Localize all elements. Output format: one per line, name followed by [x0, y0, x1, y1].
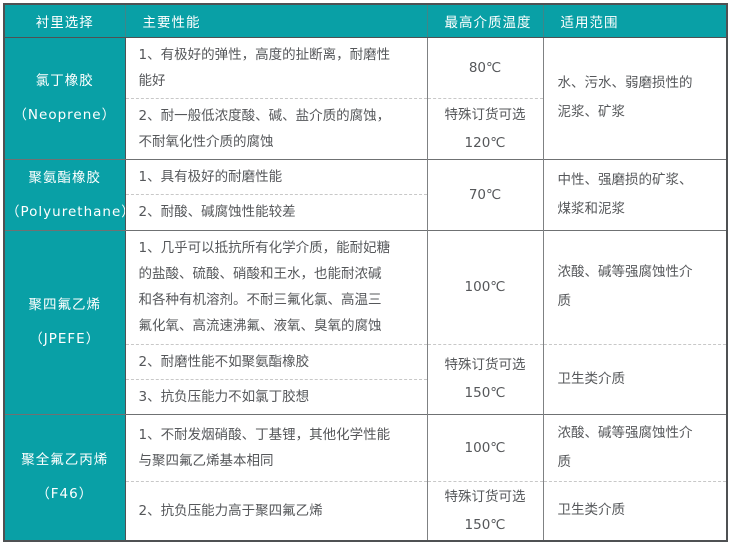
performance-cell: 2、耐酸、碱腐蚀性能较差 [124, 194, 428, 230]
lining-cell-polyurethane: 聚氨酯橡胶 （Polyurethane） [3, 158, 126, 231]
table-row: 2、耐一般低浓度酸、碱、盐介质的腐蚀， 不耐氧化性介质的腐蚀 特殊订货可选 12… [4, 98, 727, 159]
temperature-cell: 特殊订货可选 120℃ [426, 98, 544, 159]
lining-cell-f46: 聚全氟乙丙烯 （F46） [3, 413, 126, 541]
performance-cell: 1、有极好的弹性，高度的扯断离，耐磨性 能好 [124, 37, 428, 99]
lining-cell-ptfe: 聚四氟乙烯 （JPEFE） [3, 229, 126, 415]
table-header-row: 衬里选择 主要性能 最高介质温度 适用范围 [3, 4, 728, 38]
table-row: 2、耐酸、碱腐蚀性能较差 [4, 194, 727, 230]
header-cell-temperature: 最高介质温度 [426, 4, 544, 38]
page: 衬里选择 主要性能 最高介质温度 适用范围 氯丁橡胶 （Neoprene） 1、… [3, 3, 728, 542]
temperature-cell: 70℃ [426, 158, 544, 230]
performance-cell: 2、耐一般低浓度酸、碱、盐介质的腐蚀， 不耐氧化性介质的腐蚀 [124, 98, 428, 159]
table-row: 3、抗负压能力不如氯丁胶想 [4, 379, 727, 414]
lining-selection-table: 衬里选择 主要性能 最高介质温度 适用范围 氯丁橡胶 （Neoprene） 1、… [3, 3, 728, 542]
performance-cell: 1、具有极好的耐磨性能 [124, 158, 428, 195]
temperature-cell: 100℃ [426, 413, 544, 482]
header-cell-lining: 衬里选择 [3, 4, 126, 38]
range-cell: 浓酸、碱等强腐蚀性介 质 [542, 413, 728, 482]
range-cell: 水、污水、弱磨损性的 泥浆、矿浆 [542, 37, 728, 159]
table-row: 氯丁橡胶 （Neoprene） 1、有极好的弹性，高度的扯断离，耐磨性 能好 8… [3, 37, 728, 160]
table-row: 聚全氟乙丙烯 （F46） 1、不耐发烟硝酸、丁基锂，其他化学性能 与聚四氟乙烯基… [3, 413, 728, 541]
range-cell: 卫生类介质 [542, 344, 728, 414]
lining-cell-neoprene: 氯丁橡胶 （Neoprene） [3, 37, 126, 160]
temperature-cell: 100℃ [426, 229, 544, 345]
range-cell: 浓酸、碱等强腐蚀性介 质 [542, 229, 728, 345]
table-row: 2、耐磨性能不如聚氨酯橡胶 特殊订货可选 150℃ 卫生类介质 [4, 344, 728, 414]
temperature-cell: 80℃ [426, 37, 544, 99]
table-row: 聚四氟乙烯 （JPEFE） 1、几乎可以抵抗所有化学介质，能耐妃糖 的盐酸、硫酸… [3, 229, 728, 415]
performance-cell: 3、抗负压能力不如氯丁胶想 [124, 379, 428, 414]
range-cell: 卫生类介质 [542, 481, 728, 541]
temperature-cell: 特殊订货可选 150℃ [426, 344, 544, 414]
temperature-cell: 特殊订货可选 150℃ [426, 481, 544, 541]
header-cell-range: 适用范围 [542, 4, 728, 38]
range-cell: 中性、强磨损的矿浆、 煤浆和泥浆 [542, 158, 728, 230]
performance-cell: 1、不耐发烟硝酸、丁基锂，其他化学性能 与聚四氟乙烯基本相同 [124, 413, 428, 482]
performance-cell: 2、耐磨性能不如聚氨酯橡胶 [124, 344, 428, 380]
table-row: 聚氨酯橡胶 （Polyurethane） 1、具有极好的耐磨性能 70℃ 中性、… [3, 158, 728, 231]
performance-cell: 2、抗负压能力高于聚四氟乙烯 [124, 481, 428, 541]
header-cell-performance: 主要性能 [124, 4, 428, 38]
performance-cell: 1、几乎可以抵抗所有化学介质，能耐妃糖 的盐酸、硫酸、硝酸和王水，也能耐浓碱 和… [124, 229, 428, 345]
